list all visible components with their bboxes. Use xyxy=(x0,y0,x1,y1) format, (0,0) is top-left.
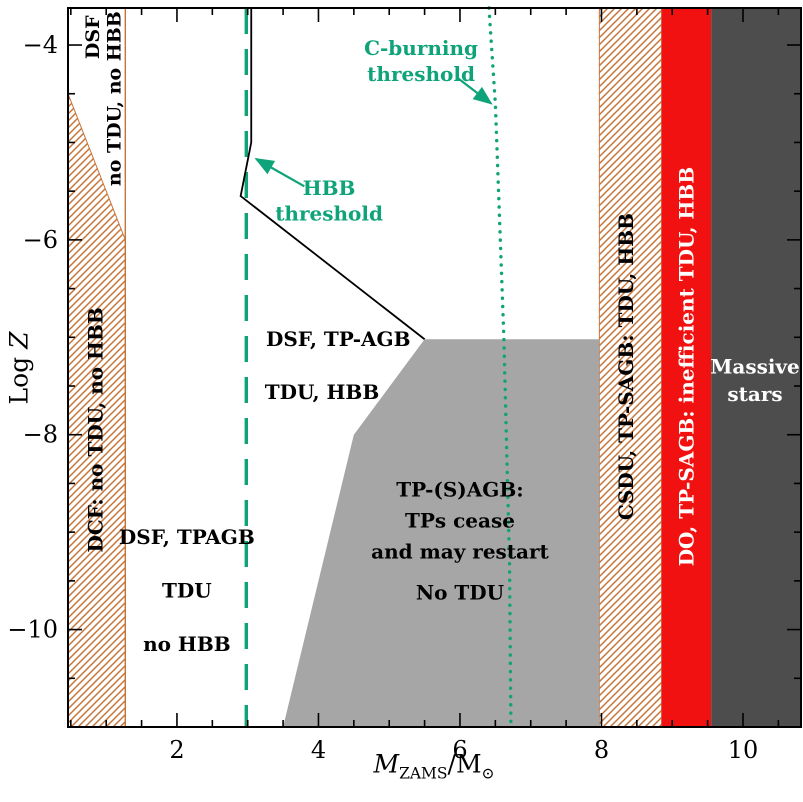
label-no-tdu-no-hbb-top: no TDU, no HBB xyxy=(103,11,125,186)
label-tdu-hbb: TDU, HBB xyxy=(265,380,379,404)
label-stars: stars xyxy=(727,382,782,406)
label-dcf-band: DCF: no TDU, no HBB xyxy=(84,307,108,552)
y-tick-label: −10 xyxy=(7,616,58,644)
label-dsf-tpagb: DSF, TPAGB xyxy=(119,525,255,549)
label-hbb-threshold: threshold xyxy=(275,202,383,226)
line-dsf-hbb-boundary xyxy=(239,8,426,340)
label-massive: Massive xyxy=(710,355,800,379)
x-axis-label: MZAMS/M⊙ xyxy=(373,750,494,783)
x-tick-label: 6 xyxy=(452,736,467,764)
region-do-red-band xyxy=(661,8,712,727)
x-tick-label: 2 xyxy=(169,736,184,764)
label-do-band: DO, TP-SAGB: inefficient TDU, HBB xyxy=(674,167,698,567)
y-axis-label: Log Z xyxy=(5,332,34,405)
region-tpsagb-gray-region xyxy=(283,339,600,727)
x-tick-label: 4 xyxy=(311,736,326,764)
label-hbb: HBB xyxy=(303,176,356,200)
label-tpsagb-title: TP-(S)AGB: xyxy=(396,477,523,501)
plot-frame xyxy=(67,7,802,728)
y-axis-prefix: Log xyxy=(4,348,34,405)
x-tick-label: 10 xyxy=(728,736,759,764)
label-csdu-band: CSDU, TP-SAGB: TDU, HBB xyxy=(614,213,638,520)
y-axis-var: Z xyxy=(4,331,34,349)
label-c-burning: C-burning xyxy=(364,36,478,60)
y-tick-label: −6 xyxy=(23,226,58,254)
region-massive-stars-band xyxy=(711,8,801,727)
label-and-may-restart: and may restart xyxy=(371,540,549,564)
sun-symbol: ⊙ xyxy=(481,764,495,783)
label-tdu: TDU xyxy=(162,579,212,603)
label-no-tdu: No TDU xyxy=(416,581,504,605)
x-axis-var: M xyxy=(373,749,400,779)
label-tps-cease: TPs cease xyxy=(405,508,515,532)
label-dsf-tp-agb: DSF, TP-AGB xyxy=(266,327,411,351)
label-dsf-top: DSF xyxy=(82,15,104,59)
c-burning-arrow xyxy=(455,76,493,105)
x-tick-label: 8 xyxy=(594,736,609,764)
hbb-arrow xyxy=(254,158,305,188)
label-no-hbb: no HBB xyxy=(143,632,231,656)
x-axis-sep: /M xyxy=(447,749,482,779)
y-tick-label: −8 xyxy=(23,421,58,449)
label-c-burning-threshold: threshold xyxy=(367,62,475,86)
y-tick-label: −4 xyxy=(23,31,58,59)
x-axis-sub: ZAMS xyxy=(399,764,448,783)
